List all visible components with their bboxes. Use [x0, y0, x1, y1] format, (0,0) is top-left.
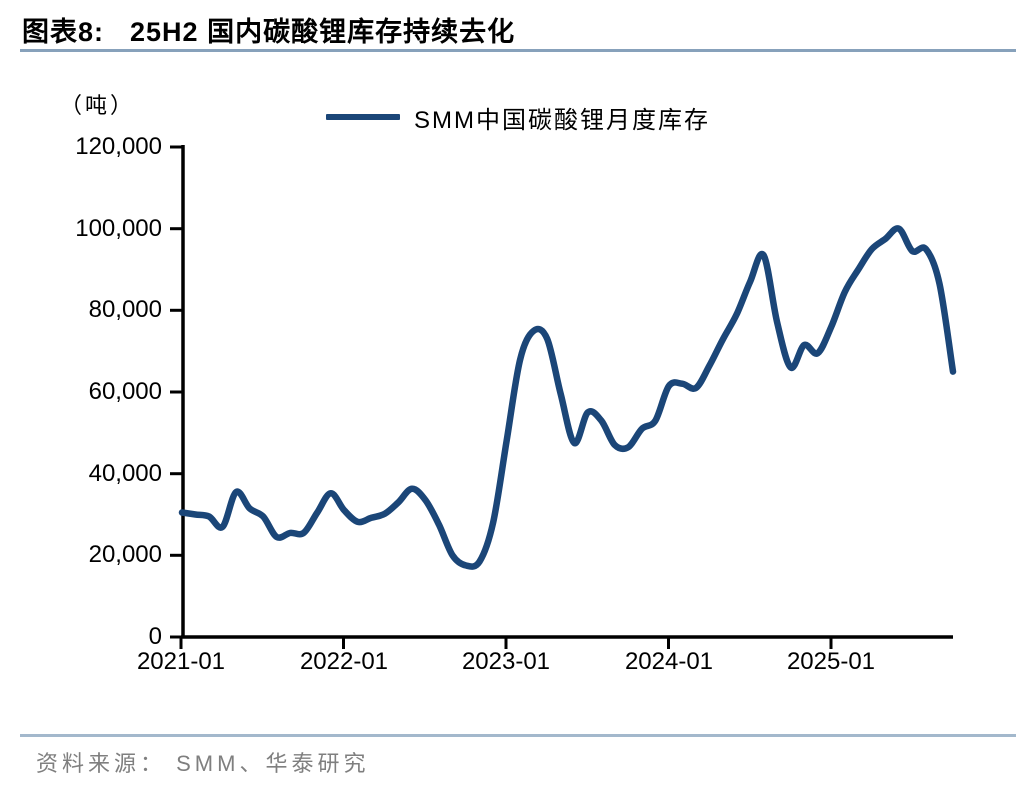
y-axis-unit-label: （吨） — [60, 93, 136, 118]
x-tick-label: 2022-01 — [299, 648, 389, 675]
y-tick-label: 100,000 — [75, 215, 162, 242]
chart-legend: SMM中国碳酸锂月度库存 — [0, 101, 1036, 134]
x-tick-label: 2025-01 — [786, 648, 876, 675]
footer-divider — [20, 734, 1016, 737]
y-tick-label: 40,000 — [88, 460, 162, 487]
figure-number: 图表8: — [22, 17, 105, 47]
y-tick-label: 20,000 — [88, 541, 162, 568]
y-tick-label: 120,000 — [75, 133, 162, 160]
x-tick-label: 2021-01 — [136, 648, 226, 675]
source-note: 资料来源： SMM、华泰研究 — [36, 751, 370, 776]
figure-title-text: 25H2 国内碳酸锂库存持续去化 — [130, 17, 516, 47]
title-underline — [20, 49, 1016, 52]
legend-line-swatch — [326, 114, 400, 120]
figure-title: 图表8: 25H2 国内碳酸锂库存持续去化 — [22, 10, 515, 49]
x-tick-label: 2023-01 — [461, 648, 551, 675]
y-tick-label: 80,000 — [88, 296, 162, 323]
y-tick-label: 60,000 — [88, 378, 162, 405]
legend-series-label: SMM中国碳酸锂月度库存 — [414, 106, 710, 134]
inventory-series-line — [178, 225, 957, 570]
y-tick-label: 0 — [148, 623, 162, 650]
y-axis-ticks — [170, 145, 183, 639]
x-axis-ticks — [179, 637, 833, 649]
x-tick-label: 2024-01 — [624, 648, 714, 675]
